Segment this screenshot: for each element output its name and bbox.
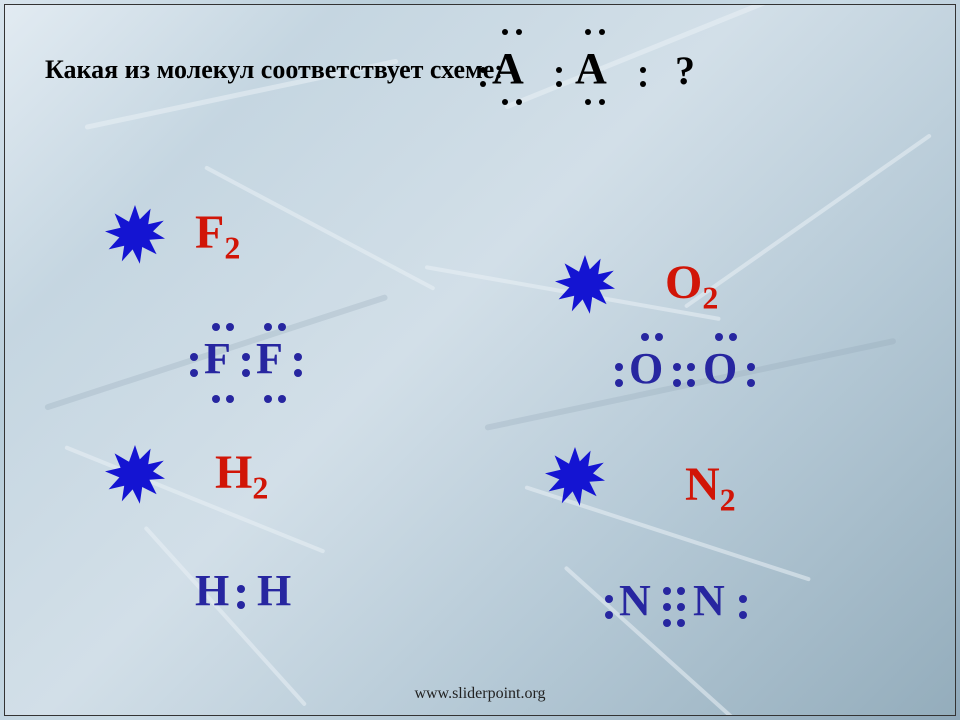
- lewis-f2: F F: [190, 315, 390, 415]
- formula-h2: H2: [215, 445, 268, 507]
- lewis-o2: O O: [615, 325, 835, 415]
- formula-element: O: [665, 256, 702, 309]
- formula-subscript: 2: [720, 482, 736, 518]
- formula-element: H: [215, 446, 252, 499]
- formula-subscript: 2: [252, 470, 268, 506]
- question-mark: ?: [675, 47, 695, 94]
- lewis-atom: O: [703, 343, 737, 394]
- star-icon: [105, 205, 165, 265]
- lewis-atom: H: [195, 565, 229, 616]
- formula-subscript: 2: [224, 230, 240, 266]
- question-lewis-scheme: A A ?: [480, 25, 880, 115]
- lewis-atom: F: [256, 333, 283, 384]
- star-icon: [555, 255, 615, 315]
- formula-n2: N2: [685, 457, 736, 519]
- lewis-atom: F: [204, 333, 231, 384]
- lewis-atom-a1: A: [492, 43, 524, 94]
- lewis-atom: H: [257, 565, 291, 616]
- lewis-atom-a2: A: [575, 43, 607, 94]
- lewis-atom: N: [693, 575, 725, 626]
- lewis-n2: N N: [605, 565, 845, 645]
- lewis-atom: O: [629, 343, 663, 394]
- footer-url: www.sliderpoint.org: [5, 685, 955, 703]
- formula-f2: F2: [195, 205, 240, 267]
- formula-element: F: [195, 206, 224, 259]
- star-icon: [105, 445, 165, 505]
- formula-o2: O2: [665, 255, 718, 317]
- lewis-h2: H H: [195, 555, 395, 625]
- star-icon: [545, 447, 605, 507]
- question-text: Какая из молекул соответствует схеме:: [45, 55, 503, 85]
- slide: Какая из молекул соответствует схеме: A …: [4, 4, 956, 716]
- formula-subscript: 2: [702, 280, 718, 316]
- formula-element: N: [685, 458, 720, 511]
- lewis-atom: N: [619, 575, 651, 626]
